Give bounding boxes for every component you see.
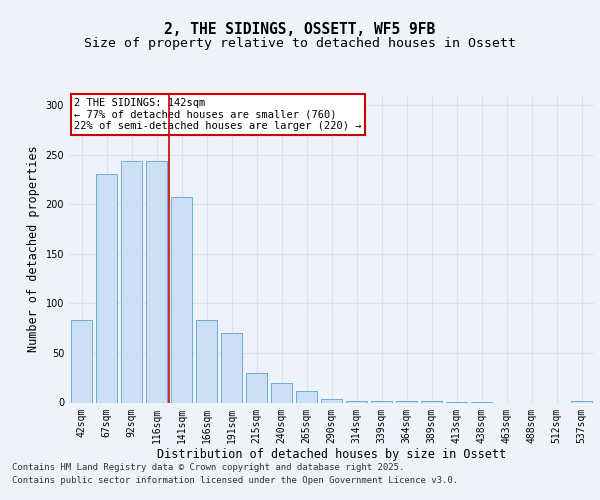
Bar xyxy=(196,320,217,402)
Text: Contains HM Land Registry data © Crown copyright and database right 2025.: Contains HM Land Registry data © Crown c… xyxy=(12,464,404,472)
Bar xyxy=(246,372,267,402)
Bar xyxy=(346,400,367,402)
Text: Contains public sector information licensed under the Open Government Licence v3: Contains public sector information licen… xyxy=(12,476,458,485)
Text: 2, THE SIDINGS, OSSETT, WF5 9FB: 2, THE SIDINGS, OSSETT, WF5 9FB xyxy=(164,22,436,38)
Bar xyxy=(421,400,442,402)
Bar xyxy=(221,333,242,402)
Bar xyxy=(296,390,317,402)
Bar xyxy=(71,320,92,402)
Bar xyxy=(571,400,592,402)
Bar xyxy=(271,382,292,402)
Y-axis label: Number of detached properties: Number of detached properties xyxy=(27,146,40,352)
Bar xyxy=(371,400,392,402)
Bar xyxy=(321,398,342,402)
Bar xyxy=(171,197,192,402)
Bar xyxy=(121,162,142,402)
Text: 2 THE SIDINGS: 142sqm
← 77% of detached houses are smaller (760)
22% of semi-det: 2 THE SIDINGS: 142sqm ← 77% of detached … xyxy=(74,98,362,132)
Bar xyxy=(146,162,167,402)
Bar xyxy=(396,400,417,402)
Bar xyxy=(96,174,117,402)
Text: Size of property relative to detached houses in Ossett: Size of property relative to detached ho… xyxy=(84,38,516,51)
X-axis label: Distribution of detached houses by size in Ossett: Distribution of detached houses by size … xyxy=(157,448,506,461)
